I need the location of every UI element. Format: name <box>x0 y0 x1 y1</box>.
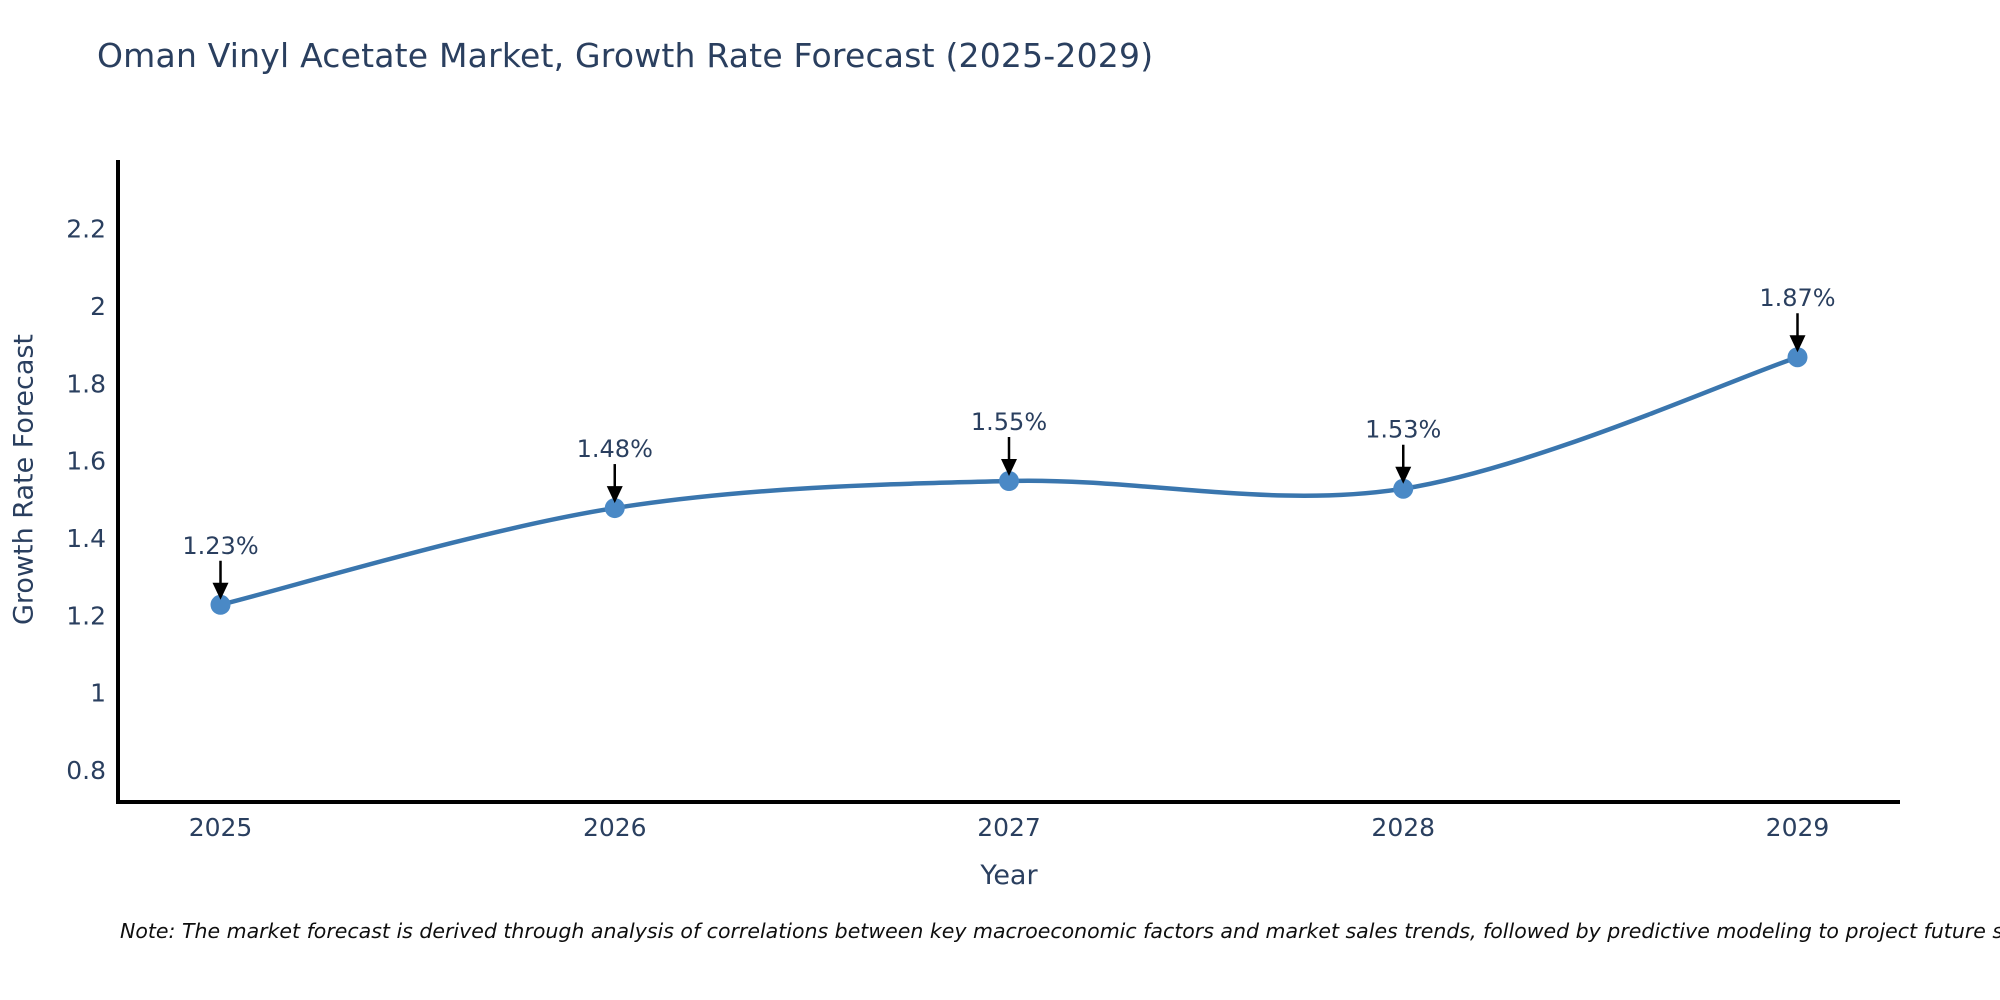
y-tick-label: 1.6 <box>66 447 106 476</box>
x-tick-label: 2029 <box>1766 813 1830 842</box>
y-tick-label: 1.2 <box>66 601 106 630</box>
x-tick-label: 2026 <box>583 813 647 842</box>
y-tick-label: 1 <box>90 679 106 708</box>
x-axis-title: Year <box>980 860 1038 891</box>
y-tick-label: 2.2 <box>66 215 106 244</box>
chart-title: Oman Vinyl Acetate Market, Growth Rate F… <box>97 36 1154 75</box>
y-tick-label: 2 <box>90 292 106 321</box>
annotation-arrow-head <box>1395 466 1412 484</box>
point-annotation: 1.23% <box>182 532 258 560</box>
annotation-arrow-head <box>1001 459 1017 476</box>
point-annotation: 1.55% <box>971 408 1047 436</box>
footnote: Note: The market forecast is derived thr… <box>120 919 2000 943</box>
data-point-marker <box>210 594 231 615</box>
point-annotation: 1.87% <box>1759 284 1835 312</box>
annotation-arrow-head <box>212 582 229 600</box>
x-tick-label: 2025 <box>189 813 253 842</box>
y-tick-label: 0.8 <box>66 756 106 785</box>
y-tick-label: 1.8 <box>66 369 106 398</box>
y-tick-label: 1.4 <box>66 524 106 553</box>
annotation-arrow-head <box>606 486 623 504</box>
data-point-marker <box>1393 478 1414 499</box>
data-point-marker <box>999 471 1019 491</box>
x-tick-label: 2027 <box>977 813 1041 842</box>
data-point-marker <box>1787 347 1808 368</box>
annotation-arrow-head <box>1789 335 1806 353</box>
point-annotation: 1.48% <box>577 435 653 463</box>
data-point-marker <box>604 498 625 519</box>
point-annotation: 1.53% <box>1365 416 1441 444</box>
x-tick-label: 2028 <box>1371 813 1435 842</box>
